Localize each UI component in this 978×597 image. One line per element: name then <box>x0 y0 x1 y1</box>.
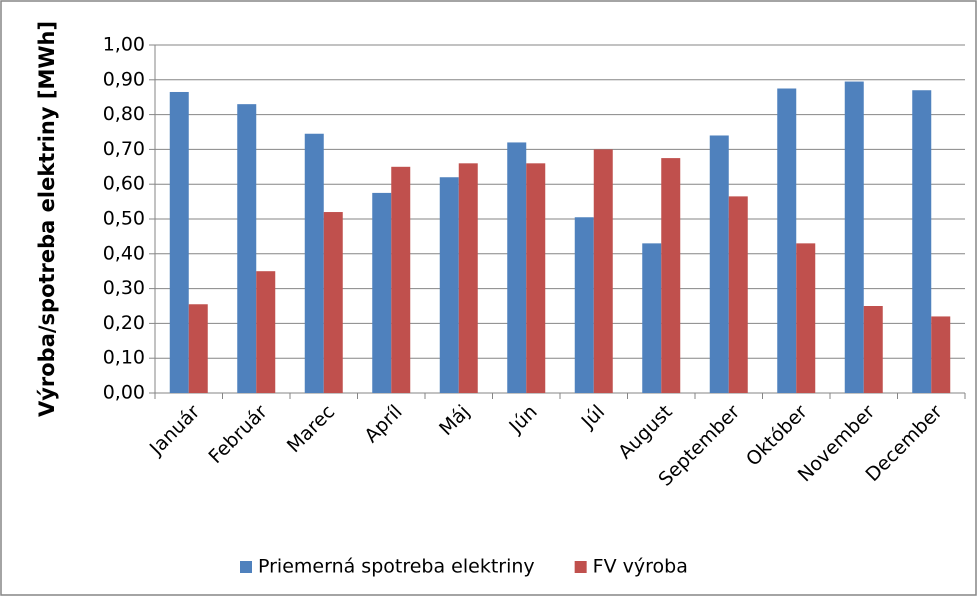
y-tick-label: 0,60 <box>103 173 145 195</box>
bar <box>796 243 816 393</box>
bar <box>458 163 478 393</box>
bar <box>728 196 748 393</box>
bar <box>844 81 864 393</box>
y-tick-label: 0,80 <box>103 103 145 125</box>
y-tick-label: 0,90 <box>103 68 145 90</box>
y-tick-label: 1,00 <box>103 34 145 56</box>
y-tick-label: 0,30 <box>103 277 145 299</box>
bar <box>642 243 662 393</box>
y-tick-label: 0,70 <box>103 138 145 160</box>
bar <box>237 104 257 393</box>
legend-swatch <box>574 561 587 573</box>
y-tick-label: 0,20 <box>103 312 145 334</box>
bar <box>507 142 527 393</box>
bar <box>593 149 613 393</box>
bar <box>304 133 324 394</box>
legend-label: FV výroba <box>593 556 688 578</box>
bar <box>931 316 951 393</box>
bar <box>188 304 208 393</box>
bar <box>777 88 797 393</box>
y-tick-label: 0,10 <box>103 347 145 369</box>
y-tick-label: 0,40 <box>103 242 145 264</box>
y-axis-label: Výroba/spotreba elektriny [MWh] <box>35 21 59 417</box>
bar <box>256 271 276 393</box>
y-tick-label: 0,50 <box>103 208 145 230</box>
bar <box>574 217 594 393</box>
bar <box>391 166 411 393</box>
legend-label: Priemerná spotreba elektriny <box>258 556 535 578</box>
bar <box>169 91 189 393</box>
bar <box>661 158 681 393</box>
bar <box>372 192 392 393</box>
bar <box>439 177 459 393</box>
bar <box>709 135 729 394</box>
bar <box>323 212 343 393</box>
legend-swatch <box>240 561 252 573</box>
bar <box>863 306 883 393</box>
bar <box>912 90 932 394</box>
bar <box>526 163 546 393</box>
y-tick-label: 0,00 <box>103 382 145 404</box>
